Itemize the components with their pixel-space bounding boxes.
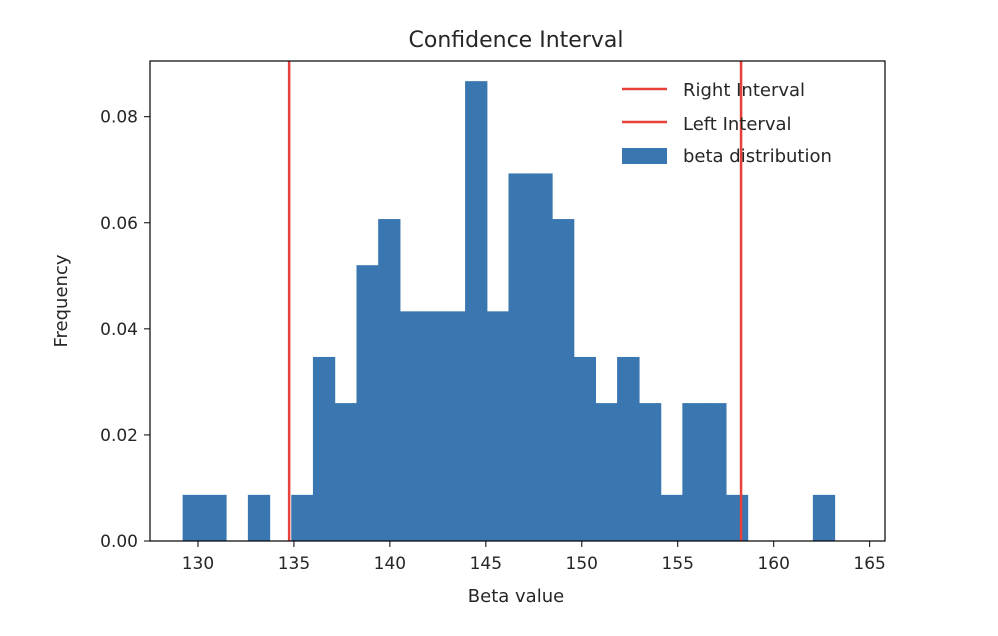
histogram-bar-21 bbox=[638, 403, 662, 541]
histogram-bar-7 bbox=[334, 403, 358, 541]
histogram-bar-9 bbox=[378, 219, 401, 542]
x-axis-ticks: 130 135 140 145 150 155 160 165 bbox=[182, 541, 886, 574]
y-axis-ticks: 0.00 0.02 0.04 0.06 0.08 bbox=[100, 108, 150, 552]
histogram-bars bbox=[182, 81, 836, 542]
x-tick-label: 140 bbox=[374, 554, 406, 574]
histogram-bar-19 bbox=[595, 403, 618, 541]
legend: Right Interval Left Interval beta distri… bbox=[622, 80, 832, 167]
x-tick-label: 160 bbox=[757, 554, 789, 574]
histogram-bar-0 bbox=[182, 494, 205, 541]
y-tick-label: 0.06 bbox=[100, 214, 138, 234]
histogram-bar-6 bbox=[312, 356, 336, 541]
legend-label-beta-distribution: beta distribution bbox=[683, 146, 832, 167]
y-tick-label: 0.08 bbox=[100, 108, 138, 128]
interval-lines bbox=[287, 61, 743, 541]
legend-label-left-interval: Left Interval bbox=[683, 114, 792, 135]
y-tick-label: 0.04 bbox=[100, 320, 138, 340]
histogram-bar-29 bbox=[812, 494, 836, 541]
legend-swatch-beta-distribution bbox=[622, 148, 667, 164]
histogram-bar-3 bbox=[247, 494, 271, 541]
histogram-bar-1 bbox=[204, 494, 227, 541]
histogram-bar-15 bbox=[508, 173, 531, 541]
histogram-bar-13 bbox=[465, 81, 488, 541]
y-tick-label: 0.00 bbox=[100, 532, 138, 552]
x-tick-label: 145 bbox=[470, 554, 502, 574]
histogram-bar-12 bbox=[443, 311, 466, 541]
histogram-bar-5 bbox=[291, 494, 314, 541]
x-tick-label: 130 bbox=[182, 554, 214, 574]
histogram-bar-11 bbox=[421, 311, 445, 541]
x-tick-label: 155 bbox=[662, 554, 694, 574]
histogram-bar-10 bbox=[399, 311, 423, 541]
histogram-bar-22 bbox=[660, 494, 683, 541]
histogram-bar-17 bbox=[552, 219, 575, 542]
x-axis-label: Beta value bbox=[468, 586, 564, 607]
histogram-bar-23 bbox=[682, 403, 705, 541]
histogram-bar-14 bbox=[486, 311, 510, 541]
y-axis-label: Frequency bbox=[51, 254, 72, 347]
x-tick-label: 165 bbox=[853, 554, 885, 574]
legend-label-right-interval: Right Interval bbox=[683, 80, 805, 101]
chart-title: Confidence Interval bbox=[409, 28, 624, 53]
x-tick-label: 150 bbox=[566, 554, 598, 574]
histogram-bar-18 bbox=[573, 356, 597, 541]
x-tick-label: 135 bbox=[278, 554, 310, 574]
histogram-bar-16 bbox=[530, 173, 553, 541]
histogram-bar-24 bbox=[704, 403, 727, 541]
plot-frame bbox=[149, 60, 886, 542]
histogram-bar-20 bbox=[617, 356, 640, 541]
y-tick-label: 0.02 bbox=[100, 426, 138, 446]
histogram-bar-25 bbox=[725, 494, 749, 541]
histogram-bar-8 bbox=[356, 265, 379, 541]
